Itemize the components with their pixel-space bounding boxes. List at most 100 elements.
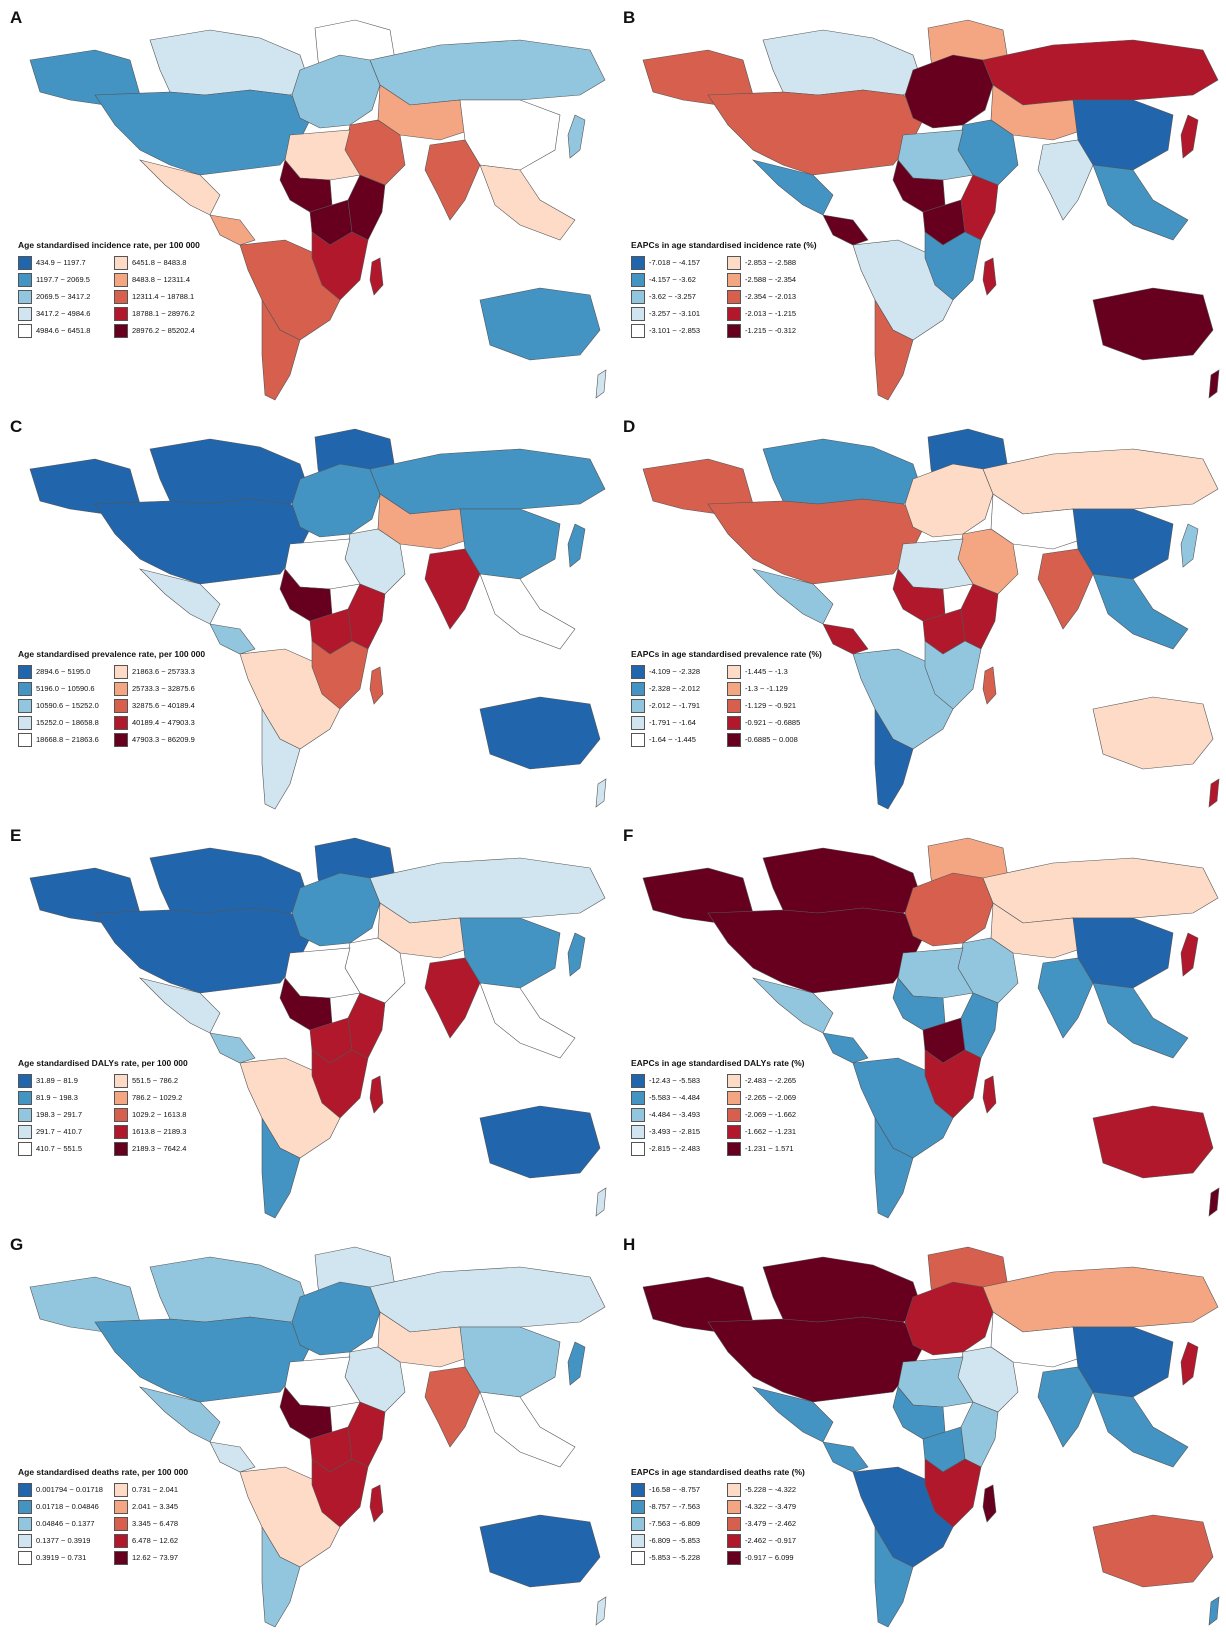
region-canada-north [149, 29, 311, 96]
legend-item: 10590.6 ~ 15252.0 [18, 697, 110, 714]
region-australia [1092, 1514, 1214, 1588]
map-panel-d: D EAPCs in age standardised prevalence ra… [613, 409, 1226, 818]
region-india [1037, 957, 1094, 1039]
legend-swatch [18, 1516, 32, 1531]
legend-item: -6.809 ~ -5.853 [631, 1532, 723, 1549]
legend-label: -0.921 ~ -0.6885 [745, 718, 801, 727]
legend-label: 47903.3 ~ 86209.9 [132, 735, 195, 744]
region-australia [1092, 1105, 1214, 1179]
legend-label: 1613.8 ~ 2189.3 [132, 1127, 187, 1136]
legend-label: -2.354 ~ -2.013 [745, 292, 797, 301]
legend-label: 25733.3 ~ 32875.6 [132, 684, 195, 693]
legend-swatch [727, 715, 741, 730]
region-seasia [1092, 1391, 1189, 1468]
legend-item: -2.012 ~ -1.791 [631, 697, 723, 714]
legend-item: 21863.6 ~ 25733.3 [114, 663, 206, 680]
legend-swatch [114, 1073, 128, 1088]
legend-swatch [631, 1516, 645, 1531]
legend-swatch [18, 289, 32, 304]
legend-swatch [727, 664, 741, 679]
region-camerica [822, 623, 869, 655]
legend-item: 6451.8 ~ 8483.8 [114, 254, 206, 271]
region-canada-north [762, 438, 924, 505]
legend-swatch [18, 715, 32, 730]
legend-title: EAPCs in age standardised deaths rate (%… [631, 1467, 805, 1477]
legend-label: -3.101 ~ -2.853 [649, 326, 701, 335]
legend-item: -3.479 ~ -2.462 [727, 1515, 819, 1532]
region-patagonia [874, 1116, 914, 1219]
legend-swatch [727, 1090, 741, 1105]
legend-swatch [727, 1499, 741, 1514]
legend-swatch [727, 1107, 741, 1122]
legend-swatch [631, 698, 645, 713]
legend-item: -2.853 ~ -2.588 [727, 254, 819, 271]
region-camerica [209, 623, 256, 655]
region-eafrica [347, 1401, 386, 1468]
legend-swatch [18, 732, 32, 747]
region-eafrica [960, 174, 999, 241]
region-patagonia [261, 298, 301, 401]
legend-swatch [631, 1482, 645, 1497]
region-namerica [707, 89, 929, 176]
region-namerica [94, 498, 316, 585]
legend-label: -4.157 ~ -3.62 [649, 275, 696, 284]
legend-item: -2.815 ~ -2.483 [631, 1140, 723, 1157]
legend-item: 81.9 ~ 198.3 [18, 1089, 110, 1106]
legend-swatch [114, 1124, 128, 1139]
legend-swatch [18, 1499, 32, 1514]
region-japan [1180, 932, 1199, 977]
legend-label: -2.328 ~ -2.012 [649, 684, 701, 693]
map-panel-h: H EAPCs in age standardised deaths rate (… [613, 1227, 1226, 1636]
legend-label: -1.662 ~ -1.231 [745, 1127, 797, 1136]
legend-swatch [631, 1107, 645, 1122]
legend-swatch [631, 255, 645, 270]
legend-label: -3.257 ~ -3.101 [649, 309, 701, 318]
region-nz [595, 369, 607, 399]
region-seasia [479, 573, 576, 650]
legend-label: -3.493 ~ -2.815 [649, 1127, 701, 1136]
region-europe [291, 463, 381, 538]
legend-swatch [114, 255, 128, 270]
legend-item: 2.041 ~ 3.345 [114, 1498, 206, 1515]
legend-items: 31.89 ~ 81.9 81.9 ~ 198.3 198.3 ~ 291.7 291… [18, 1072, 206, 1157]
legend-item: 1197.7 ~ 2069.5 [18, 271, 110, 288]
region-japan [567, 523, 586, 568]
legend-swatch [18, 1533, 32, 1548]
legend-label: 3417.2 ~ 4984.6 [36, 309, 91, 318]
legend-label: 0.731 ~ 2.041 [132, 1485, 179, 1494]
region-safrica [924, 231, 982, 301]
region-canada-north [149, 1256, 311, 1323]
legend-item: -3.257 ~ -3.101 [631, 305, 723, 322]
legend-swatch [727, 255, 741, 270]
legend-swatch [18, 1141, 32, 1156]
region-safrica [311, 1049, 369, 1119]
region-eafrica [960, 992, 999, 1059]
legend-title: EAPCs in age standardised prevalence rat… [631, 649, 822, 659]
legend-item: -5.853 ~ -5.228 [631, 1549, 723, 1566]
legend-swatch [727, 1073, 741, 1088]
legend-swatch [727, 272, 741, 287]
legend-item: -5.228 ~ -4.322 [727, 1481, 819, 1498]
legend-item: -1.231 ~ 1.571 [727, 1140, 819, 1157]
region-madagascar [369, 1484, 384, 1523]
legend-title: Age standardised prevalence rate, per 10… [18, 649, 206, 659]
legend-swatch [114, 1141, 128, 1156]
legend-swatch [114, 1499, 128, 1514]
legend-swatch [18, 1107, 32, 1122]
legend: EAPCs in age standardised incidence rate… [631, 240, 819, 339]
panel-letter: H [623, 1235, 636, 1254]
legend-item: -7.018 ~ -4.157 [631, 254, 723, 271]
legend-swatch [631, 1499, 645, 1514]
world-map [642, 428, 1220, 810]
legend-label: 0.001794 ~ 0.01718 [36, 1485, 103, 1494]
region-canada-north [149, 438, 311, 505]
legend-item: 0.3919 ~ 0.731 [18, 1549, 110, 1566]
region-camerica [822, 1032, 869, 1064]
legend-item: -8.757 ~ -7.563 [631, 1498, 723, 1515]
legend-label: 1029.2 ~ 1613.8 [132, 1110, 187, 1119]
legend-label: -7.563 ~ -6.809 [649, 1519, 701, 1528]
map-panel-f: F EAPCs in age standardised DALYs rate (%… [613, 818, 1226, 1227]
region-europe [904, 872, 994, 947]
panel-letter: F [623, 826, 634, 845]
region-namerica [707, 907, 929, 994]
